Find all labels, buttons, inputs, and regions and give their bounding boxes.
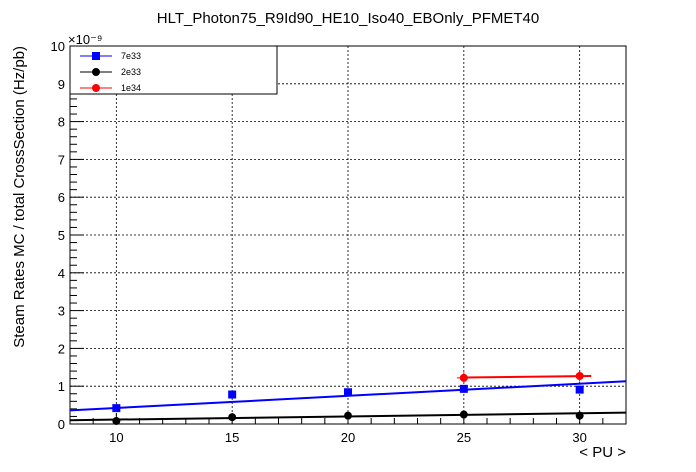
data-point [344,411,352,420]
x-tick-label: 25 [457,430,471,445]
x-tick-label: 10 [109,430,123,445]
y-tick-label: 5 [58,228,65,243]
series-2e33 [69,410,627,425]
legend-label: 7e33 [121,51,141,61]
x-tick-label: 15 [225,430,239,445]
y-tick-label: 6 [58,190,65,205]
legend-marker [92,84,100,92]
legend-marker [92,68,100,76]
data-point [459,384,468,393]
x-axis-label: < PU > [579,444,626,461]
y-tick-label: 4 [58,266,65,281]
data-point [344,388,352,397]
chart-title: HLT_Photon75_R9Id90_HE10_Iso40_EBOnly_PF… [157,10,539,27]
y-axis-label: Steam Rates MC / total CrossSection (Hz/… [11,46,28,348]
legend-label: 1e34 [121,83,141,93]
data-point [459,373,468,382]
data-point [575,371,584,380]
data-point [112,404,121,413]
data-point [575,385,584,394]
y-tick-labels: 0 1 2 3 4 5 6 7 8 9 10 [51,39,65,432]
y-tick-label: 10 [51,39,65,54]
series-7e33 [69,380,627,413]
legend-label: 2e33 [121,67,141,77]
x-tick-label: 30 [572,430,586,445]
y-multiplier-label: ×10⁻⁹ [68,32,102,47]
y-tick-label: 3 [58,304,65,319]
y-tick-label: 0 [58,417,65,432]
legend-marker [92,52,100,60]
y-tick-label: 9 [58,77,65,92]
data-point [459,410,468,419]
legend-box [69,45,278,95]
series-1e34 [456,370,592,384]
y-tick-label: 1 [58,379,65,394]
y-tick-label: 2 [58,341,65,356]
data-point [575,411,584,420]
data-point [112,416,121,425]
fit-line-1e34 [463,374,592,379]
legend: 7e33 2e33 1e34 [69,45,278,95]
x-tick-labels: 10 15 20 25 30 [109,430,587,445]
y-tick-label: 7 [58,152,65,167]
data-point [228,413,237,422]
x-tick-label: 20 [341,430,355,445]
y-tick-label: 8 [58,115,65,130]
data-point [228,390,237,399]
series-layer [69,370,627,425]
